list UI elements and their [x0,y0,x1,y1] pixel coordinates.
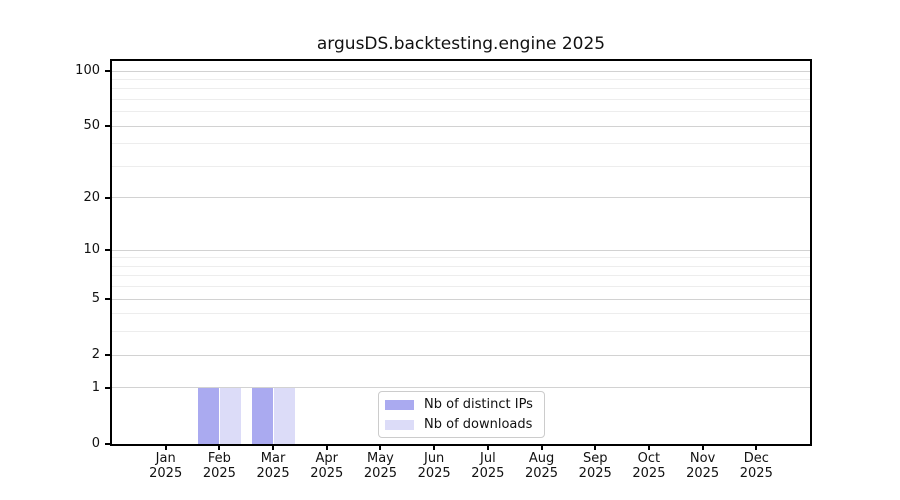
bar-nb-of-downloads-feb-2025 [219,387,241,444]
x-tick-jul-2025 [486,444,489,450]
x-tick-dec-2025 [755,444,758,450]
x-tick-label-line: Sep [582,451,608,466]
y-tick-10 [105,249,112,252]
x-tick-label-line: 2025 [363,466,397,481]
chart-title: argusDS.backtesting.engine 2025 [316,34,606,54]
bar-nb-of-distinct-ips-mar-2025 [251,387,273,444]
gridline-major-10 [112,249,810,251]
legend: Nb of distinct IPs Nb of downloads [378,391,545,438]
legend-swatch-downloads [385,419,414,430]
gridline-minor-90 [112,78,810,80]
legend-item-downloads: Nb of downloads [385,417,544,432]
y-tick-label-100: 100 [75,63,100,78]
x-tick-label-line: Oct [637,451,661,466]
y-tick-1 [105,386,112,389]
x-tick-label-line: Aug [528,451,555,466]
y-tick-label-20: 20 [83,189,100,205]
legend-label-downloads: Nb of downloads [424,417,533,432]
gridline-minor-3 [112,331,810,333]
x-tick-label-oct-2025: Oct 2025 [609,451,689,481]
x-tick-label-line: Jan [155,451,176,466]
x-tick-label-aug-2025: Aug 2025 [502,451,582,481]
gridline-major-2 [112,354,810,356]
x-tick-label-jan-2025: Jan 2025 [126,451,206,481]
x-tick-sep-2025 [594,444,597,450]
x-tick-mar-2025 [272,444,275,450]
bar-nb-of-distinct-ips-feb-2025 [197,387,219,444]
x-tick-label-line: 2025 [578,466,612,481]
gridline-minor-4 [112,313,810,315]
x-tick-label-line: 2025 [632,466,666,481]
x-tick-nov-2025 [701,444,704,450]
gridline-minor-7 [112,275,810,277]
x-tick-oct-2025 [647,444,650,450]
x-tick-label-line: 2025 [149,466,183,481]
x-tick-label-line: Nov [689,451,716,466]
x-tick-label-line: Feb [207,451,231,466]
x-tick-label-nov-2025: Nov 2025 [663,451,743,481]
legend-label-distinct-ips: Nb of distinct IPs [424,397,533,412]
legend-swatch-distinct-ips [385,399,414,410]
gridline-minor-40 [112,143,810,145]
y-tick-5 [105,298,112,301]
x-tick-label-line: Apr [315,451,339,466]
x-tick-label-line: 2025 [417,466,451,481]
x-tick-label-line: Mar [260,451,286,466]
x-tick-label-may-2025: May 2025 [340,451,420,481]
x-tick-label-line: 2025 [739,466,773,481]
x-tick-label-line: 2025 [256,466,290,481]
x-tick-label-line: Dec [743,451,769,466]
gridline-major-1 [112,387,810,389]
x-tick-label-line: May [367,451,394,466]
gridline-major-100 [112,70,810,72]
gridline-minor-80 [112,88,810,90]
x-tick-label-sep-2025: Sep 2025 [555,451,635,481]
gridline-major-50 [112,125,810,127]
x-tick-label-feb-2025: Feb 2025 [179,451,259,481]
x-tick-label-apr-2025: Apr 2025 [287,451,367,481]
gridline-minor-9 [112,257,810,259]
y-tick-label-0: 0 [91,436,100,451]
gridline-minor-8 [112,265,810,267]
plot-area [110,59,812,446]
gridline-minor-70 [112,98,810,100]
y-tick-50 [105,125,112,128]
x-tick-label-line: 2025 [202,466,236,481]
y-tick-label-50: 50 [83,118,100,134]
x-tick-label-jun-2025: Jun 2025 [394,451,474,481]
bar-nb-of-downloads-mar-2025 [273,387,295,444]
x-tick-aug-2025 [540,444,543,450]
x-tick-feb-2025 [218,444,221,450]
x-tick-label-line: Jul [480,451,496,466]
gridline-minor-30 [112,165,810,167]
y-tick-label-10: 10 [83,242,100,258]
x-tick-label-line: 2025 [310,466,344,481]
x-tick-label-jul-2025: Jul 2025 [448,451,528,481]
y-tick-label-1: 1 [91,379,100,395]
x-tick-label-dec-2025: Dec 2025 [716,451,796,481]
x-tick-label-line: Jun [423,451,445,466]
gridline-minor-60 [112,111,810,113]
y-tick-0 [105,443,112,445]
y-tick-label-2: 2 [91,347,100,363]
x-tick-label-line: 2025 [471,466,505,481]
y-tick-20 [105,196,112,199]
x-tick-jan-2025 [164,444,167,450]
x-tick-label-line: 2025 [524,466,559,481]
gridline-major-5 [112,298,810,300]
y-tick-2 [105,354,112,357]
y-tick-label-5: 5 [91,291,100,307]
x-tick-may-2025 [379,444,382,450]
y-tick-100 [105,70,112,72]
gridline-minor-6 [112,286,810,288]
x-tick-label-mar-2025: Mar 2025 [233,451,313,481]
x-tick-apr-2025 [325,444,328,450]
x-tick-jun-2025 [433,444,436,450]
legend-item-distinct-ips: Nb of distinct IPs [385,397,544,412]
x-tick-label-line: 2025 [686,466,720,481]
gridline-major-20 [112,197,810,199]
